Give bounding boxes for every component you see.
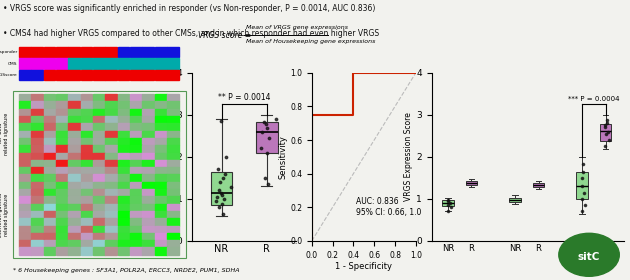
Point: [600, 123, 610, 128]
Point: [601, 131, 611, 136]
Text: Mean of Housekeeping gene expressions: Mean of Housekeeping gene expressions: [246, 39, 375, 44]
Point: [604, 138, 614, 142]
Point: [263, 182, 273, 186]
Point: [218, 211, 228, 216]
Point: [212, 194, 222, 199]
Point: [577, 176, 587, 180]
Text: sitC: sitC: [578, 252, 600, 262]
Point: [217, 192, 227, 197]
Point: [576, 184, 587, 188]
Text: AUC: 0.836
95% CI: 0.66, 1.0: AUC: 0.836 95% CI: 0.66, 1.0: [355, 197, 421, 217]
Y-axis label: Sensitivity: Sensitivity: [278, 135, 287, 179]
Point: [257, 129, 267, 134]
Text: ** P = 0.0014: ** P = 0.0014: [218, 93, 270, 102]
Text: VRGS score =: VRGS score =: [198, 31, 251, 39]
Point: [578, 169, 588, 174]
Text: Interferon-gamma
related signature: Interferon-gamma related signature: [0, 192, 9, 237]
Point: [579, 190, 589, 195]
PathPatch shape: [576, 171, 588, 199]
Point: [260, 176, 270, 180]
Text: • CMS4 had higher VRGS compared to other CMSs, and in which responder had even h: • CMS4 had higher VRGS compared to other…: [3, 29, 379, 38]
PathPatch shape: [600, 124, 611, 141]
Point: [602, 129, 612, 134]
Point: [578, 162, 588, 167]
Y-axis label: VRGS Expression Score: VRGS Expression Score: [165, 112, 174, 201]
Point: [600, 144, 610, 149]
Point: [220, 155, 231, 159]
Point: [259, 120, 269, 125]
Text: *** P = 0.0004: *** P = 0.0004: [568, 96, 619, 102]
Point: [446, 205, 456, 209]
Point: [218, 176, 228, 180]
Point: [577, 197, 587, 201]
Text: TGF-beta
related signature: TGF-beta related signature: [0, 113, 9, 155]
Text: CMS: CMS: [8, 62, 18, 66]
PathPatch shape: [210, 171, 232, 205]
Point: [445, 201, 455, 205]
Point: [217, 202, 227, 206]
Point: [264, 136, 274, 140]
Point: [219, 197, 229, 201]
Point: [214, 188, 224, 193]
Text: • VRGS score was significantly enriched in responder (vs Non-responder, P = 0.00: • VRGS score was significantly enriched …: [3, 4, 375, 13]
Point: [602, 121, 612, 125]
Point: [443, 199, 453, 203]
Circle shape: [559, 233, 619, 276]
Point: [576, 208, 587, 213]
Point: [216, 190, 226, 195]
Point: [261, 126, 272, 130]
Point: [602, 118, 612, 122]
Point: [215, 180, 225, 184]
Point: [443, 208, 453, 213]
PathPatch shape: [509, 198, 521, 202]
Point: [443, 197, 453, 202]
Text: VRGSscore: VRGSscore: [0, 73, 18, 77]
Text: Mean of VRGS gene expressions: Mean of VRGS gene expressions: [246, 25, 348, 30]
Point: [220, 171, 230, 176]
PathPatch shape: [533, 183, 544, 187]
Point: [600, 125, 610, 130]
Point: [213, 167, 223, 172]
Point: [271, 117, 281, 121]
Point: [263, 150, 273, 155]
Point: [216, 119, 226, 123]
Point: [211, 199, 221, 203]
PathPatch shape: [466, 181, 478, 185]
Text: * 6 Housekeeping genes : SF3A1, POLR2A, ERCC3, NRDE2, PUM1, SDHA: * 6 Housekeeping genes : SF3A1, POLR2A, …: [13, 268, 239, 273]
Point: [444, 203, 454, 207]
X-axis label: 1 - Specificity: 1 - Specificity: [335, 262, 392, 271]
Point: [256, 146, 266, 151]
PathPatch shape: [442, 200, 454, 206]
PathPatch shape: [256, 122, 278, 153]
Point: [261, 122, 272, 126]
Point: [580, 203, 590, 207]
Text: Responder: Responder: [0, 50, 18, 54]
Point: [226, 185, 236, 189]
Y-axis label: VRGS Expression Score: VRGS Expression Score: [404, 112, 413, 201]
Point: [214, 205, 224, 209]
